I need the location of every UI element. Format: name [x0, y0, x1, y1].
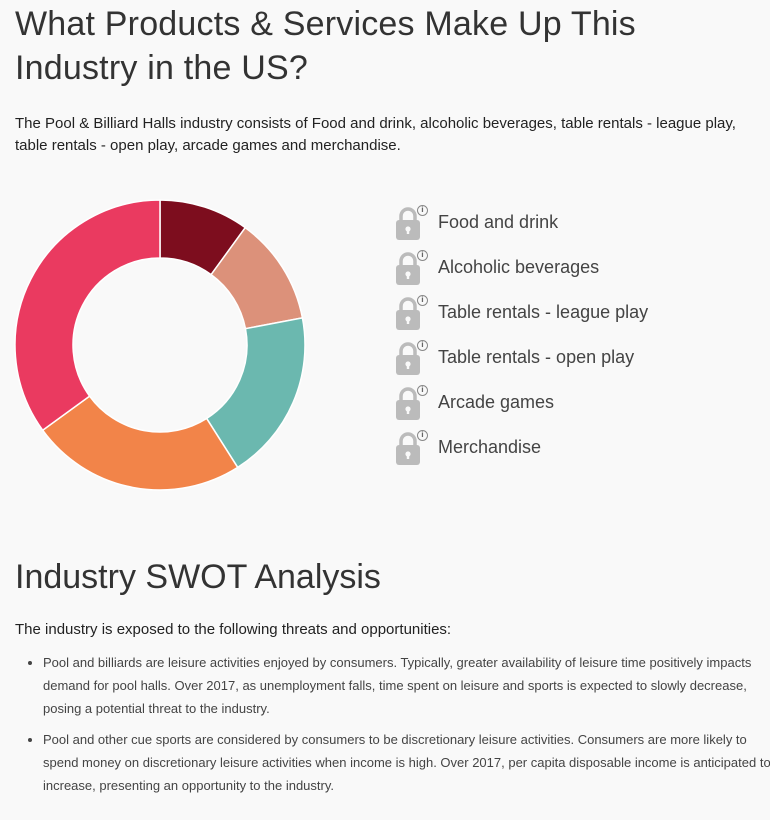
swot-intro: The industry is exposed to the following… [15, 621, 452, 638]
lock-icon: i [393, 384, 428, 421]
list-item: Pool and other cue sports are considered… [43, 728, 770, 797]
products-intro: The Pool & Billiard Halls industry consi… [15, 115, 736, 154]
legend-label: Arcade games [438, 392, 555, 412]
lock-icon: i [393, 429, 428, 466]
legend-label: Food and drink [438, 212, 559, 232]
list-item: Pool and billiards are leisure activitie… [43, 651, 770, 720]
donut-slice-5[interactable] [14, 199, 161, 432]
lock-icon: i [393, 249, 428, 286]
legend-item[interactable]: i Food and drink [393, 200, 753, 245]
legend-label: Alcoholic beverages [438, 257, 600, 277]
legend-item[interactable]: i Arcade games [393, 380, 753, 425]
product-legend: i Food and drink i Alcoholic beverages i [393, 200, 753, 470]
legend-label: Table rentals - league play [438, 302, 649, 322]
legend-item[interactable]: i Table rentals - league play [393, 290, 753, 335]
info-icon[interactable]: i [417, 339, 428, 351]
products-heading: What Products & Services Make Up This In… [15, 5, 636, 87]
swot-heading: Industry SWOT Analysis [15, 558, 381, 596]
lock-icon: i [393, 339, 428, 376]
info-icon[interactable]: i [417, 294, 428, 306]
legend-item[interactable]: i Merchandise [393, 425, 753, 470]
legend-label: Merchandise [438, 437, 542, 457]
legend-label: Table rentals - open play [438, 347, 635, 367]
legend-item[interactable]: i Alcoholic beverages [393, 245, 753, 290]
info-icon[interactable]: i [417, 204, 428, 216]
info-icon[interactable]: i [417, 429, 428, 441]
info-icon[interactable]: i [417, 384, 428, 396]
donut-slice-4[interactable] [41, 395, 239, 491]
lock-icon: i [393, 204, 428, 241]
legend-item[interactable]: i Table rentals - open play [393, 335, 753, 380]
info-icon[interactable]: i [417, 249, 428, 261]
donut-chart [14, 199, 306, 491]
lock-icon: i [393, 294, 428, 331]
swot-list: Pool and billiards are leisure activitie… [25, 651, 770, 805]
